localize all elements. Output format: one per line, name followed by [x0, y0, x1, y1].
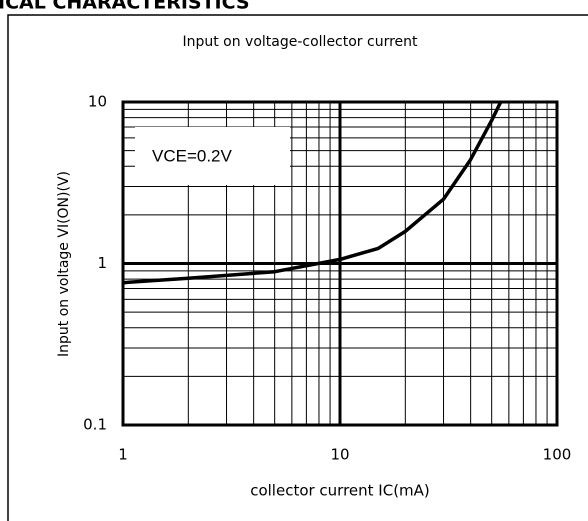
x-tick-label: 10	[330, 446, 349, 464]
page-heading: ICAL CHARACTERISTICS	[0, 0, 250, 14]
y-tick-label: 1	[97, 254, 107, 272]
frame	[7, 14, 588, 521]
x-axis-label: collector current IC(mA)	[250, 482, 430, 500]
x-tick-label: 1	[118, 446, 128, 464]
y-tick-label: 10	[88, 93, 107, 111]
y-tick-label: 0.1	[83, 416, 107, 434]
y-axis-label: Input on voltage VI(ON)(V)	[56, 171, 72, 357]
curve	[122, 101, 503, 285]
chart-title: Input on voltage-collector current	[182, 34, 418, 50]
x-tick-label: 100	[543, 446, 572, 464]
annotation-box	[135, 127, 290, 185]
annotation: VCE=0.2V	[152, 146, 233, 165]
plot-border	[121, 100, 559, 427]
